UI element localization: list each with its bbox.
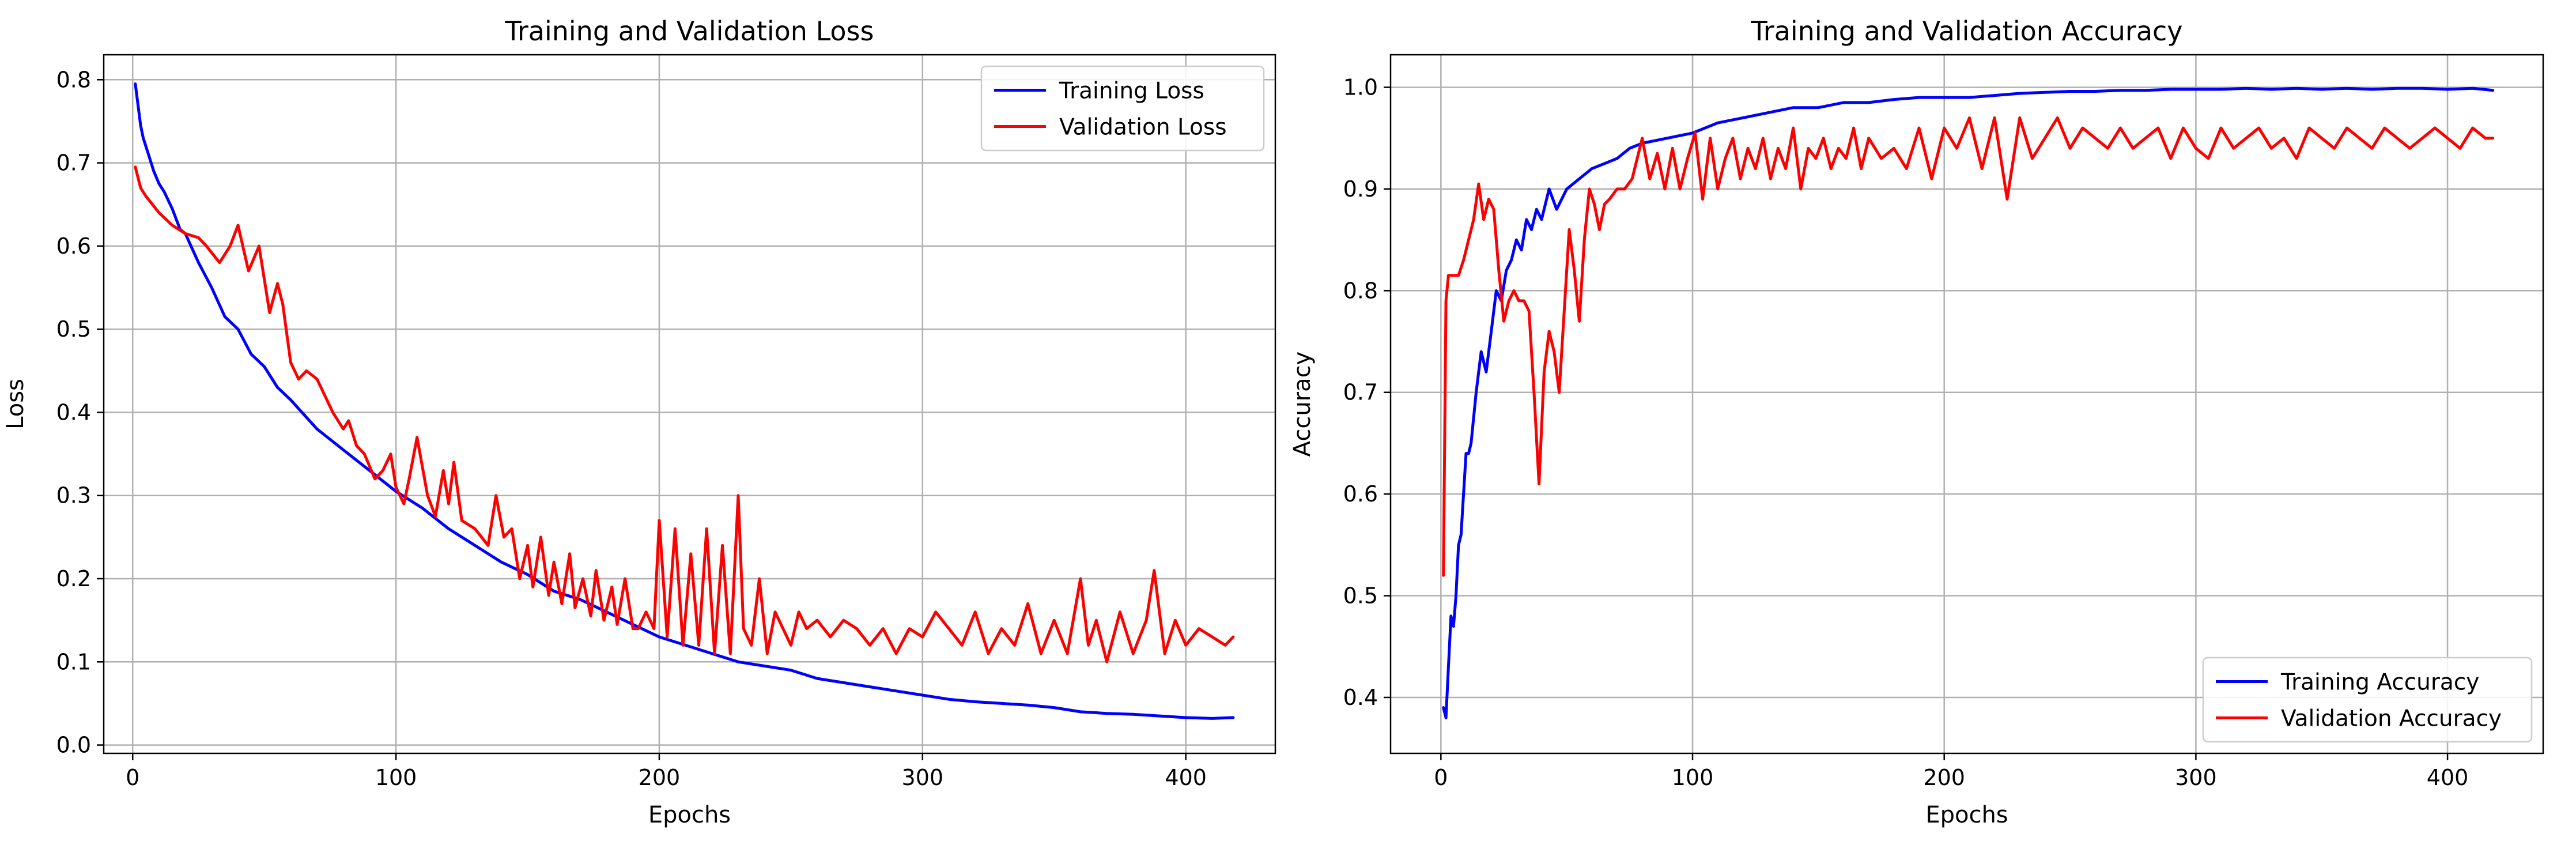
x-tick-label: 300 bbox=[902, 765, 944, 790]
y-tick-label: 0.8 bbox=[1343, 278, 1378, 303]
legend-label-0: Training Loss bbox=[1059, 78, 1204, 104]
loss-chart: 0 100 200 300 400 0.0 0.1 0.2 0.3 0.4 0.5 0.6 0.7 0.8… bbox=[2, 16, 1276, 828]
chart-title: Training and Validation Loss bbox=[505, 16, 874, 47]
x-tick-label: 200 bbox=[1923, 765, 1965, 790]
x-axis-label: Epochs bbox=[1925, 802, 2008, 828]
x-axis-label: Epochs bbox=[648, 802, 731, 828]
y-tick-label: 0.4 bbox=[1343, 685, 1378, 710]
y-tick-label: 0.9 bbox=[1343, 176, 1378, 202]
legend-box bbox=[2202, 657, 2533, 743]
y-tick-label: 1.0 bbox=[1343, 74, 1378, 100]
y-tick-label: 0.7 bbox=[56, 150, 91, 176]
series-line-1 bbox=[1442, 116, 2495, 577]
y-tick-label: 0.6 bbox=[56, 233, 91, 259]
y-tick-label: 0.4 bbox=[56, 399, 91, 425]
legend-label-1: Validation Loss bbox=[1059, 115, 1227, 141]
x-tick-label: 0 bbox=[1434, 765, 1448, 790]
legend-box bbox=[980, 65, 1265, 152]
y-tick-label: 0.6 bbox=[1343, 481, 1378, 507]
axes-frame bbox=[103, 54, 1276, 755]
series-line-1 bbox=[134, 165, 1235, 663]
x-tick-label: 400 bbox=[1165, 765, 1207, 790]
x-tick-label: 200 bbox=[639, 765, 681, 790]
x-tick-label: 0 bbox=[126, 765, 139, 790]
y-tick-label: 0.1 bbox=[56, 649, 91, 674]
series-line-0 bbox=[134, 82, 1235, 720]
y-tick-label: 0.5 bbox=[56, 316, 91, 342]
y-tick-label: 0.3 bbox=[56, 483, 91, 508]
legend-label-0: Training Accuracy bbox=[2280, 670, 2479, 696]
legend: Training Accuracy Validation Accuracy bbox=[2202, 657, 2533, 743]
y-axis-label: Accuracy bbox=[1289, 352, 1316, 457]
x-tick-label: 100 bbox=[1672, 765, 1714, 790]
y-tick-label: 0.2 bbox=[56, 566, 91, 591]
x-tick-label: 100 bbox=[375, 765, 417, 790]
y-tick-label: 0.0 bbox=[56, 733, 91, 758]
legend-label-1: Validation Accuracy bbox=[2281, 706, 2502, 732]
axes-frame bbox=[1389, 54, 2544, 755]
y-tick-label: 0.5 bbox=[1343, 583, 1378, 609]
y-axis-label: Loss bbox=[2, 379, 29, 429]
legend: Training Loss Validation Loss bbox=[980, 65, 1265, 152]
y-tick-label: 0.8 bbox=[56, 67, 91, 92]
x-tick-label: 300 bbox=[2175, 765, 2217, 790]
chart-title: Training and Validation Accuracy bbox=[1750, 16, 2182, 47]
accuracy-chart: 0 100 200 300 400 0.4 0.5 0.6 0.7 0.8 0.9 1.0 Traini… bbox=[1289, 16, 2544, 828]
y-tick-label: 0.7 bbox=[1343, 380, 1378, 405]
x-tick-label: 400 bbox=[2427, 765, 2469, 790]
